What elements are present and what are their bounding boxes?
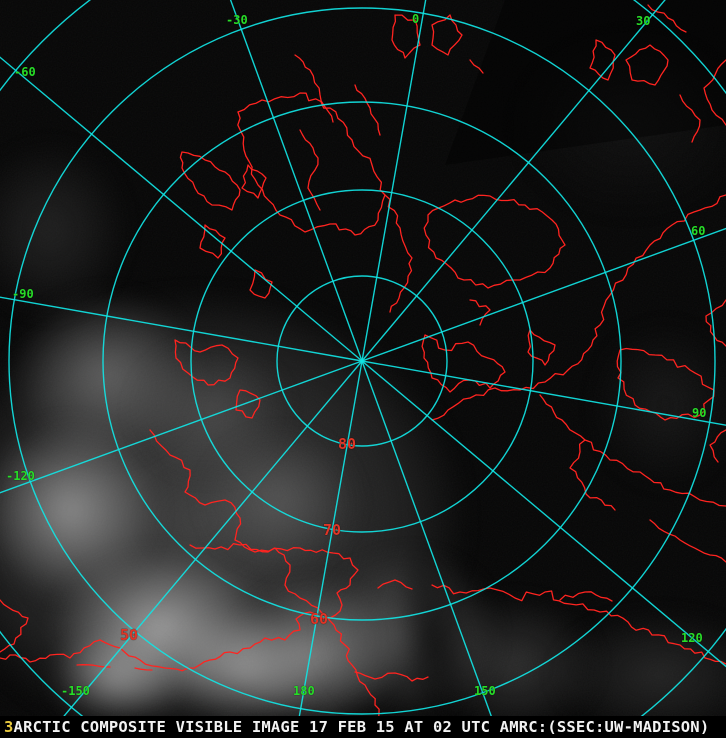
composite-seam	[445, 0, 726, 165]
arctic-composite-map: 0 30 60 90 120 150 180 -150 -120 -90 -60 -30 80 70 60 5…	[0, 0, 726, 716]
status-bar: 3 ARCTIC COMPOSITE VISIBLE IMAGE 17 FEB 1…	[0, 716, 726, 738]
graticule-coastline-overlay	[0, 0, 726, 716]
graticule	[0, 0, 726, 716]
channel-number: 3	[4, 718, 14, 736]
status-bar-text: ARCTIC COMPOSITE VISIBLE IMAGE 17 FEB 15…	[13, 718, 710, 736]
